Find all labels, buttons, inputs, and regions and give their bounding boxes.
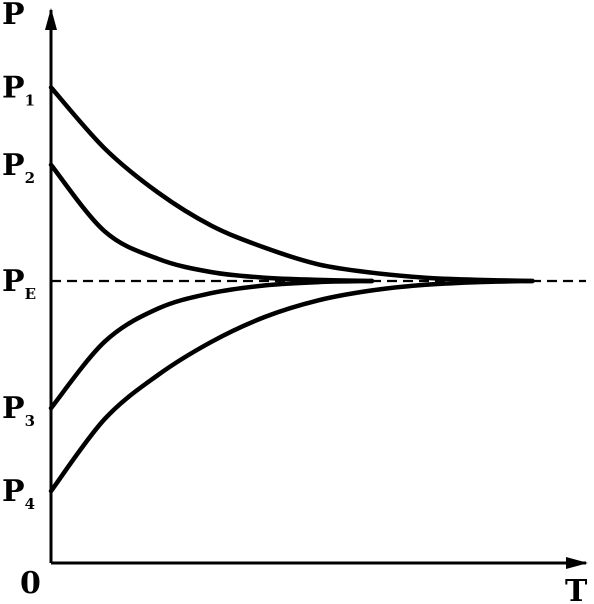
equilibrium-label: PE bbox=[2, 264, 36, 303]
start-label-p3: P3 bbox=[2, 391, 35, 430]
y-axis-label: P bbox=[2, 0, 25, 32]
start-label-p1: P1 bbox=[2, 70, 35, 109]
start-label-p2: P2 bbox=[2, 148, 35, 187]
start-label-p4: P4 bbox=[2, 474, 35, 513]
x-axis-label: T bbox=[565, 574, 588, 604]
curve-p4 bbox=[48, 278, 535, 494]
curve-p1 bbox=[48, 85, 535, 284]
curve-p3 bbox=[48, 278, 375, 411]
origin-label: 0 bbox=[20, 566, 41, 601]
